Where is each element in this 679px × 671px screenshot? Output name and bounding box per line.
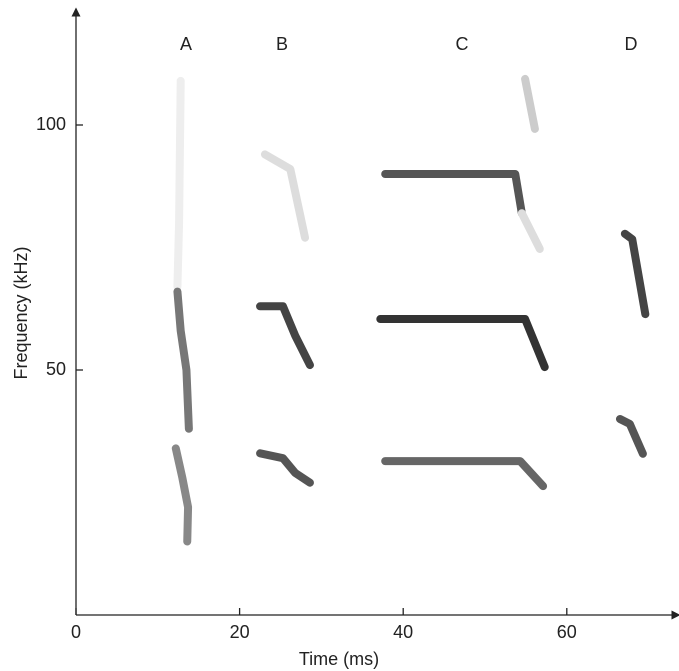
y-tick-label: 50 — [46, 359, 66, 379]
call-trace — [620, 229, 650, 319]
y-tick-label: 100 — [36, 114, 66, 134]
x-tick-label: 40 — [393, 622, 413, 642]
call-trace — [615, 415, 647, 458]
x-tick-label: 0 — [71, 622, 81, 642]
call-trace — [173, 76, 185, 291]
y-axis-label: Frequency (kHz) — [11, 246, 31, 379]
call-trace — [171, 444, 193, 546]
call-trace — [260, 150, 310, 242]
x-tick-label: 60 — [557, 622, 577, 642]
call-trace — [256, 302, 314, 370]
x-axis-label: Time (ms) — [299, 649, 379, 669]
call-trace — [376, 315, 549, 372]
call-trace — [173, 287, 193, 433]
call-trace — [517, 209, 544, 253]
call-trace — [381, 457, 548, 491]
call-trace — [521, 74, 539, 133]
call-label: B — [276, 34, 288, 54]
call-trace — [381, 170, 526, 218]
x-tick-label: 20 — [230, 622, 250, 642]
call-label: D — [625, 34, 638, 54]
call-label: A — [180, 34, 192, 54]
call-trace — [256, 449, 314, 487]
call-label: C — [456, 34, 469, 54]
